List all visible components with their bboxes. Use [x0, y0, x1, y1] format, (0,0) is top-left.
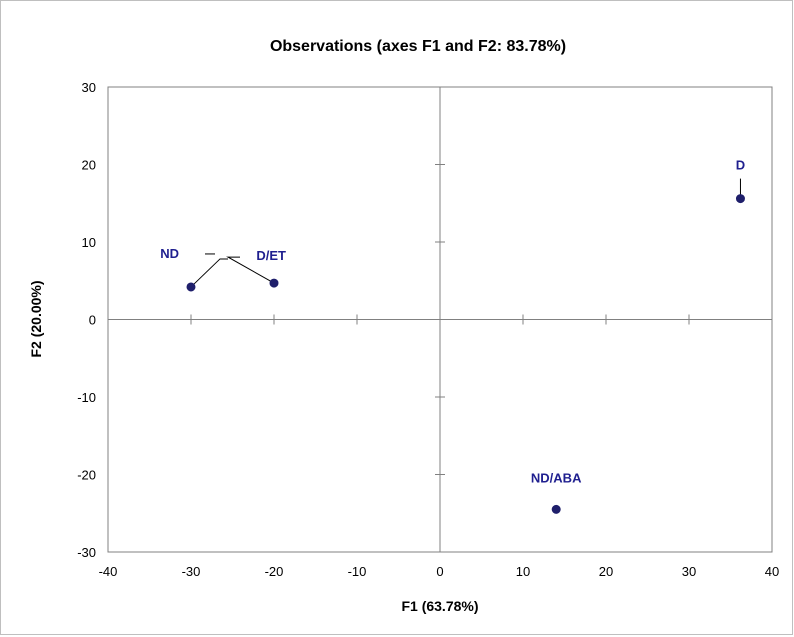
y-tick-label: 10 [82, 235, 96, 250]
scatter-point [186, 282, 196, 292]
x-tick-label: 40 [765, 564, 779, 579]
x-tick-label: -30 [182, 564, 201, 579]
y-tick-label: 30 [82, 80, 96, 95]
x-tick-label: -40 [99, 564, 118, 579]
x-tick-label: -20 [265, 564, 284, 579]
y-tick-label: -30 [77, 545, 96, 560]
points-layer [186, 194, 745, 514]
leader-line [226, 256, 275, 284]
x-axis-title: F1 (63.78%) [401, 598, 478, 614]
x-tick-label: 20 [599, 564, 613, 579]
x-tick-label: 30 [682, 564, 696, 579]
y-tick-label: -10 [77, 390, 96, 405]
x-tick-label: 10 [516, 564, 530, 579]
point-labels-layer: ND D/ET D ND/ABA [160, 158, 745, 486]
scatter-point [269, 278, 279, 288]
y-tick-label: -20 [77, 468, 96, 483]
point-label: D/ET [256, 248, 286, 263]
x-tick-label: 0 [436, 564, 443, 579]
leader-line [190, 258, 228, 288]
ticks-layer [107, 86, 773, 553]
y-tick-label: 20 [82, 158, 96, 173]
leader-lines-layer [190, 178, 741, 288]
point-label: ND/ABA [531, 470, 582, 485]
y-axis-title: F2 (20.00%) [28, 280, 44, 357]
chart-title: Observations (axes F1 and F2: 83.78%) [270, 38, 566, 55]
point-label: D [736, 158, 745, 173]
x-tick-label: -10 [348, 564, 367, 579]
point-label: ND [160, 246, 179, 261]
y-tick-label: 0 [89, 313, 96, 328]
scatter-point [551, 504, 561, 514]
scatter-point [735, 194, 745, 204]
